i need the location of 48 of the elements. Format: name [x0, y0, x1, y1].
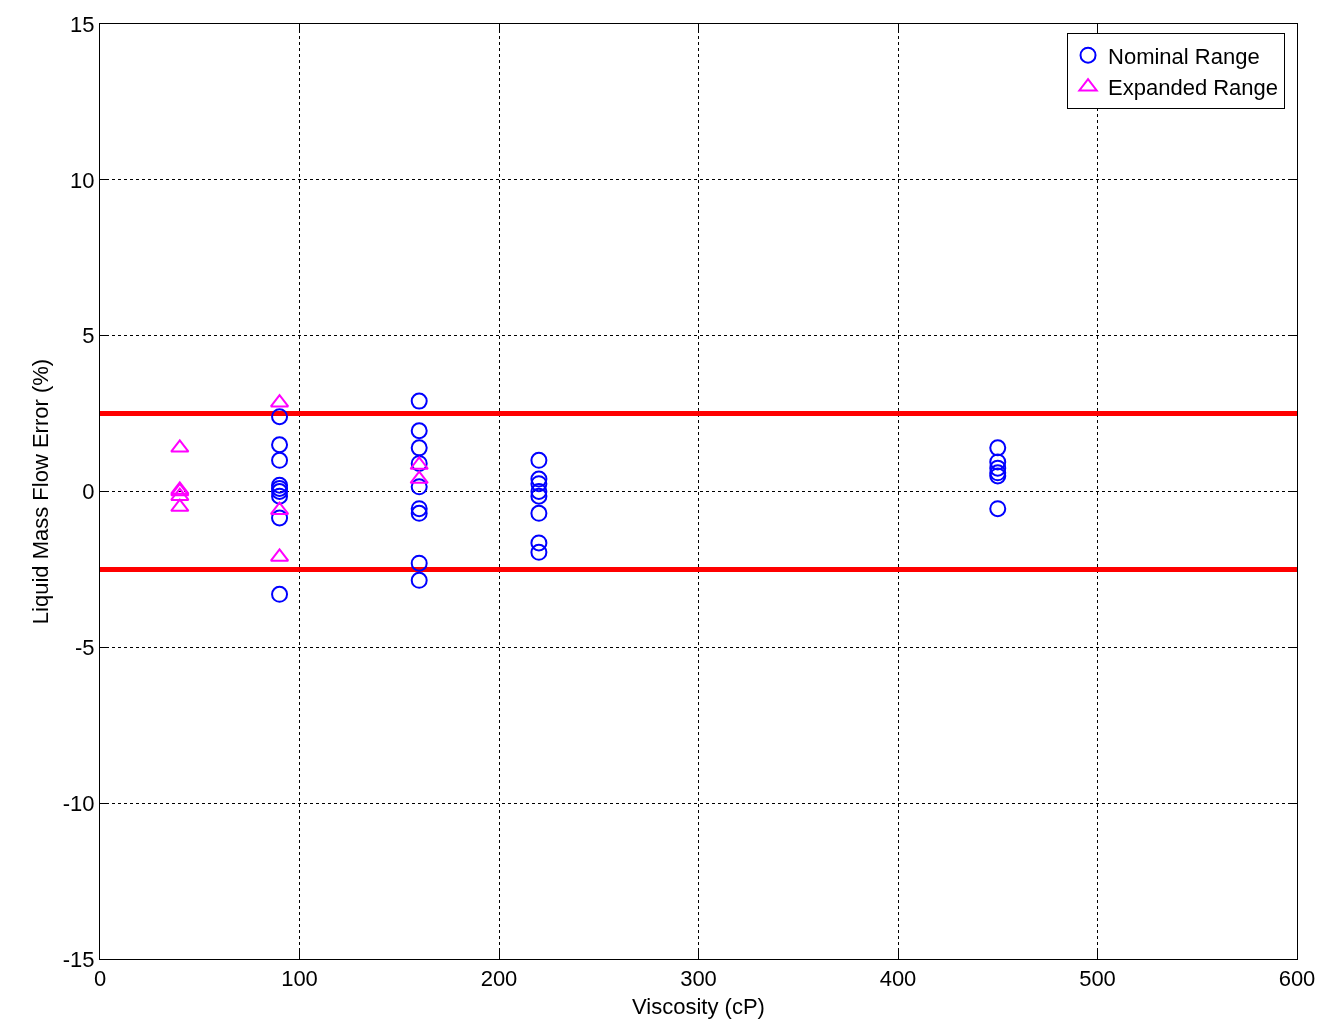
- y-tick-label: 10: [70, 167, 95, 193]
- point: [989, 439, 1007, 457]
- point: [271, 487, 289, 505]
- point: [170, 487, 190, 501]
- point: [530, 543, 548, 561]
- point: [170, 439, 190, 453]
- x-tick-label: 200: [480, 966, 518, 992]
- point: [410, 478, 428, 496]
- point: [271, 509, 289, 527]
- y-tick-label: -15: [62, 946, 95, 972]
- point: [271, 483, 289, 500]
- point: [530, 534, 548, 552]
- point: [530, 483, 548, 500]
- y-tick-label: 15: [70, 11, 95, 37]
- point: [271, 451, 289, 469]
- point: [530, 451, 548, 469]
- y-tick-label: 5: [82, 323, 95, 349]
- point: [410, 571, 428, 589]
- point: [170, 498, 190, 512]
- point: [410, 500, 428, 518]
- point: [271, 408, 289, 426]
- y-tick-label: 0: [82, 479, 95, 505]
- point: [271, 585, 289, 603]
- point: [530, 487, 548, 505]
- point: [410, 422, 428, 440]
- x-tick-label: 300: [680, 966, 717, 992]
- point: [409, 470, 429, 484]
- x-tick-label: 400: [879, 966, 917, 992]
- x-tick-label: 100: [281, 966, 318, 992]
- x-tick-label: 600: [1278, 966, 1316, 992]
- point: [410, 504, 428, 522]
- point: [530, 504, 548, 522]
- x-axis-title: Viscosity (cP): [632, 994, 765, 1020]
- legend-label: Expanded Range: [1108, 75, 1279, 101]
- point: [989, 453, 1007, 471]
- y-axis-title: Liquid Mass Flow Error (%): [27, 358, 53, 625]
- x-tick-label: 500: [1079, 966, 1116, 992]
- legend-label: Nominal Range: [1108, 43, 1260, 69]
- point: [410, 554, 428, 572]
- y-tick-label: -10: [62, 790, 95, 816]
- point: [530, 475, 548, 493]
- point: [410, 392, 428, 410]
- point: [271, 436, 289, 454]
- point: [989, 459, 1007, 477]
- point: [989, 500, 1007, 518]
- y-tick-label: -5: [75, 635, 95, 661]
- point: [530, 470, 548, 488]
- point: [410, 439, 428, 457]
